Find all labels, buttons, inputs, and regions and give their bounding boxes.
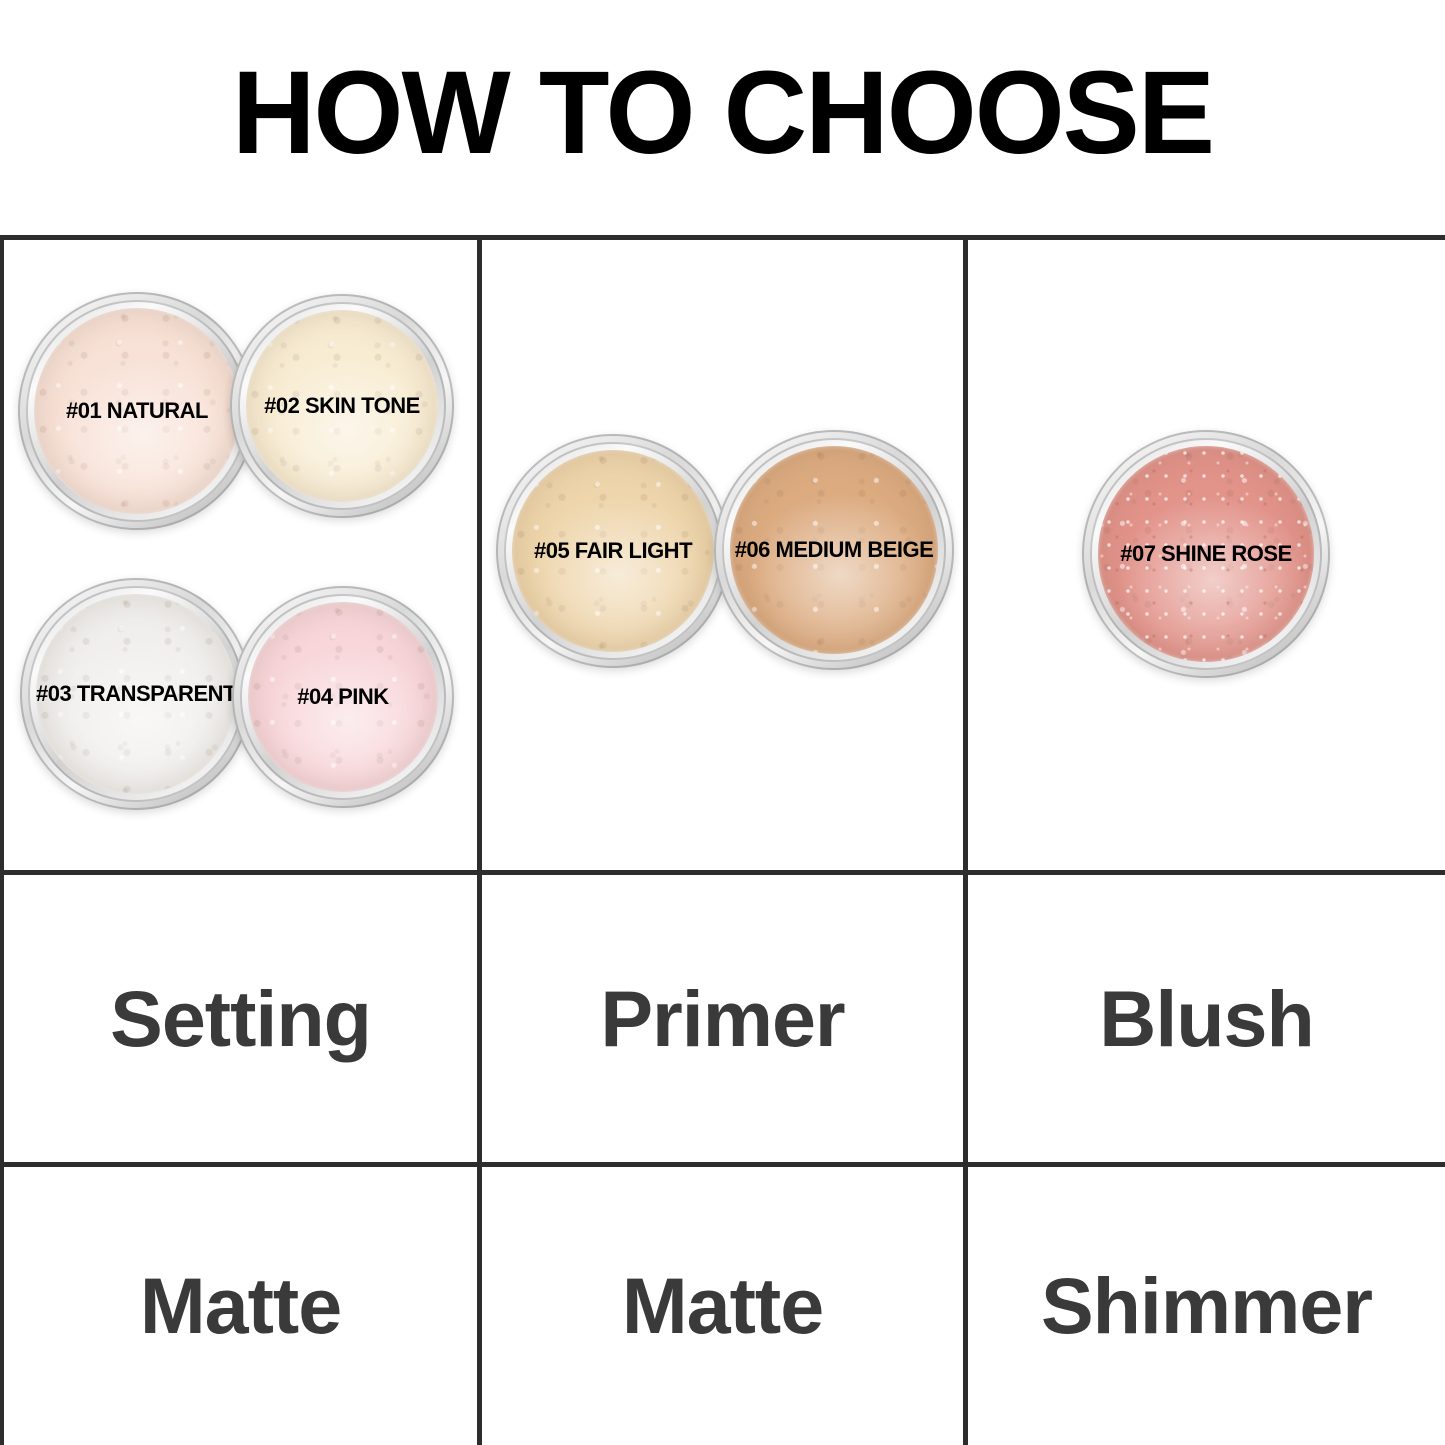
powder-surface (248, 602, 438, 792)
powder-surface (36, 594, 236, 794)
table-row-divider-1 (0, 870, 1445, 875)
powder-surface (246, 310, 438, 502)
shade-label-05: #05 FAIR LIGHT (533, 538, 693, 563)
powder-surface (512, 450, 714, 652)
finish-cell-setting: Matte (139, 1261, 342, 1350)
use-cell-primer: Primer (600, 973, 845, 1063)
finish-cell-primer: Matte (621, 1261, 824, 1350)
shade-label-03: #03 TRANSPARENT (36, 681, 236, 706)
powder-surface (730, 446, 938, 654)
table-column-divider-1 (477, 235, 482, 1445)
shade-label-01: #01 NATURAL (65, 398, 209, 423)
use-cell-setting: Setting (110, 973, 372, 1063)
powder-jar-02-skin-tone: #02 SKIN TONE (230, 294, 454, 518)
page-title: HOW TO CHOOSE (231, 47, 1215, 179)
table-column-divider-2 (963, 235, 968, 1445)
powder-jar-04-pink: #04 PINK (232, 586, 454, 808)
powder-surface (34, 308, 240, 514)
powder-surface (1098, 446, 1314, 662)
shade-label-07: #07 SHINE ROSE (1120, 541, 1292, 566)
powder-jar-07-shine-rose: #07 SHINE ROSE (1082, 430, 1330, 678)
table-border-left (0, 235, 4, 1445)
shade-label-02: #02 SKIN TONE (264, 393, 420, 418)
use-cell-blush: Blush (1099, 973, 1314, 1063)
powder-jar-06-medium-beige: #06 MEDIUM BEIGE (714, 430, 954, 670)
table-border-top (0, 235, 1445, 240)
powder-jar-01-natural: #01 NATURAL (18, 292, 256, 530)
shade-label-06: #06 MEDIUM BEIGE (734, 537, 934, 562)
powder-jar-03-transparent: #03 TRANSPARENT (20, 578, 252, 810)
finish-cell-blush: Shimmer (1040, 1261, 1373, 1350)
table-row-divider-2 (0, 1162, 1445, 1167)
powder-jar-05-fair-light: #05 FAIR LIGHT (496, 434, 730, 668)
shade-label-04: #04 PINK (297, 684, 389, 709)
